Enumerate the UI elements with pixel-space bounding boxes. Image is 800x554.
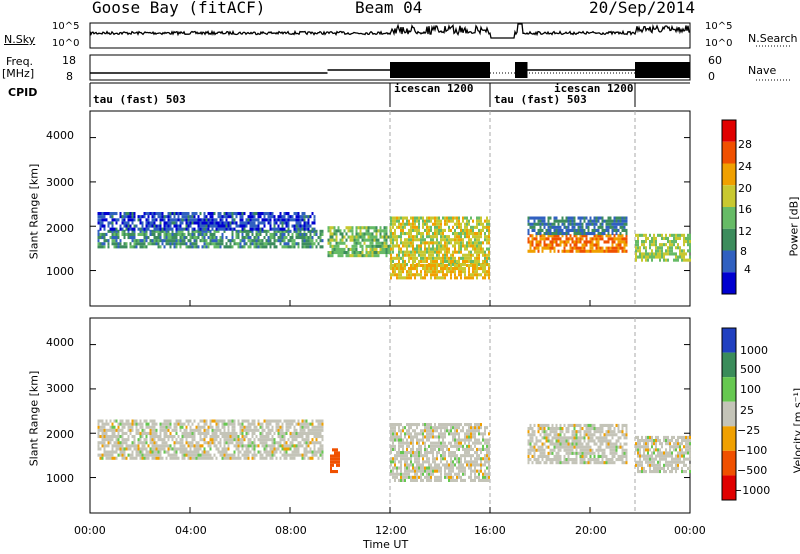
cpid-segment-1: tau (fast) 503	[93, 93, 186, 106]
freq-icescan-block-1	[390, 62, 490, 78]
beam-label: Beam 04	[355, 0, 423, 17]
xtick-0000: 00:00	[74, 524, 106, 537]
cpid-segment-4: icescan 1200	[554, 82, 634, 95]
velocity-echo-band-4	[635, 435, 691, 474]
cpid-label: CPID	[8, 86, 38, 99]
power-ytick-1000: 1000	[46, 265, 74, 278]
power-cb-tick-4: 4	[744, 263, 751, 276]
velocity-echo-band-1	[330, 448, 340, 474]
power-cb-tick-20: 20	[738, 182, 752, 195]
power-colorbar-swatch-3	[722, 185, 736, 207]
power-colorbar-swatch-0	[722, 120, 736, 142]
velocity-cb-tick-500: 500	[740, 363, 761, 376]
nsky-right-tick-top: 10^5	[705, 21, 733, 32]
velocity-cb-tick-neg25: −25	[737, 424, 761, 437]
freq-unit-label: [MHz]	[2, 67, 35, 80]
xtick-1200: 12:00	[375, 524, 407, 537]
power-echo-band-3	[390, 216, 490, 267]
power-ytick-3000: 3000	[46, 176, 74, 189]
power-colorbar-swatch-7	[722, 272, 736, 294]
velocity-colorbar-swatch-6	[722, 475, 736, 500]
velocity-colorbar-swatch-2	[722, 377, 736, 402]
nave-right-tick-top: 60	[708, 54, 722, 67]
x-axis-title: Time UT	[363, 538, 409, 551]
power-echo-band-7	[635, 233, 691, 262]
power-echo-band-4	[390, 263, 490, 280]
freq-label: Freq.	[6, 55, 34, 68]
date-label: 20/Sep/2014	[589, 0, 695, 17]
power-colorbar-frame	[721, 119, 737, 295]
power-ytick-4000: 4000	[46, 129, 74, 142]
cpid-segment-3: tau (fast) 503	[494, 93, 587, 106]
power-echo-band-5	[527, 234, 628, 253]
power-cb-tick-28: 28	[738, 138, 752, 151]
velocity-echo-band-2	[390, 423, 490, 482]
velocity-ytick-4000: 4000	[46, 336, 74, 349]
velocity-ytick-1000: 1000	[46, 472, 74, 485]
nsky-left-tick-top: 10^5	[52, 21, 80, 32]
xtick-0800: 08:00	[275, 524, 307, 537]
velocity-ytick-2000: 2000	[46, 428, 74, 441]
xtick-2000: 20:00	[575, 524, 607, 537]
velocity-colorbar-frame	[721, 327, 737, 501]
nsearch-label: N.Search	[748, 32, 798, 45]
nsky-series	[89, 23, 691, 39]
velocity-cb-tick-neg500: −500	[737, 464, 768, 477]
velocity-ytick-3000: 3000	[46, 382, 74, 395]
velocity-echo-band-3	[527, 423, 628, 465]
nsky-frame	[89, 22, 691, 49]
power-cb-tick-24: 24	[738, 160, 752, 173]
velocity-cb-tick-neg100: −100	[737, 444, 768, 457]
power-cb-tick-16: 16	[738, 203, 752, 216]
freq-left-tick-bottom: 8	[66, 70, 73, 83]
power-echo-band-0	[97, 229, 324, 249]
power-echo-band-2	[327, 226, 392, 258]
power-echo-band-6	[527, 216, 628, 236]
velocity-colorbar-swatch-0	[722, 328, 736, 353]
nave-label: Nave	[748, 64, 777, 77]
power-colorbar-swatch-6	[722, 250, 736, 273]
power-colorbar-swatch-5	[722, 228, 736, 251]
velocity-colorbar-swatch-3	[722, 401, 736, 427]
xtick-1600: 16:00	[474, 524, 506, 537]
freq-icescan-block-3	[635, 62, 690, 78]
velocity-echo-band-0	[97, 419, 324, 460]
chart-title: Goose Bay (fitACF)	[92, 0, 266, 17]
xtick-0000-end: 00:00	[674, 524, 706, 537]
power-ytick-2000: 2000	[46, 222, 74, 235]
nsky-label: N.Sky	[4, 33, 36, 46]
power-cb-tick-12: 12	[738, 225, 752, 238]
power-cb-tick-8: 8	[740, 245, 747, 258]
nsky-right-tick-bottom: 10^0	[705, 38, 733, 49]
velocity-colorbar-swatch-5	[722, 450, 736, 476]
cpid-segment-2: icescan 1200	[394, 82, 474, 95]
velocity-cb-tick-1000: 1000	[740, 344, 768, 357]
velocity-colorbar-swatch-1	[722, 352, 736, 378]
velocity-cb-tick-neg1000: −1000	[733, 484, 771, 497]
freq-icescan-block-2	[515, 62, 528, 78]
velocity-colorbar-swatch-4	[722, 426, 736, 451]
nave-right-tick-bottom: 0	[708, 70, 715, 83]
nsky-left-tick-bottom: 10^0	[52, 38, 80, 49]
velocity-cb-tick-25: 25	[740, 404, 754, 417]
freq-left-tick-top: 18	[62, 54, 76, 67]
power-colorbar-swatch-1	[722, 141, 736, 164]
power-colorbar-swatch-2	[722, 163, 736, 186]
velocity-cb-tick-100: 100	[740, 383, 761, 396]
power-echo-band-1	[97, 212, 316, 231]
xtick-0400: 04:00	[175, 524, 207, 537]
power-colorbar-swatch-4	[722, 207, 736, 229]
